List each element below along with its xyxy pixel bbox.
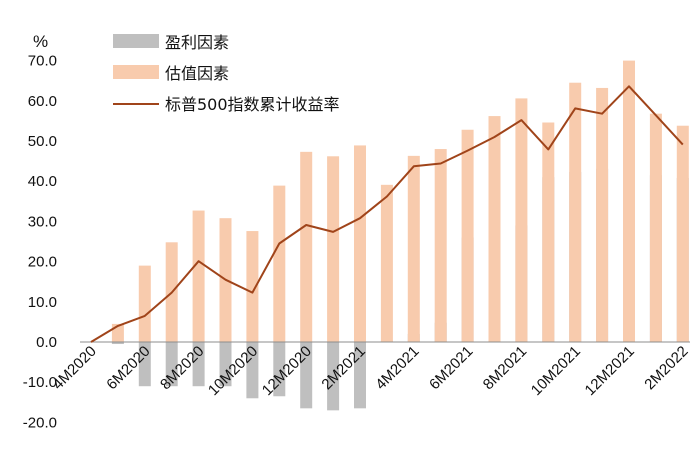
y-tick-label: 50.0 bbox=[28, 133, 57, 150]
bar-valuation-11M2021 bbox=[596, 87, 609, 342]
bar-valuation-2M2022 bbox=[676, 125, 689, 342]
bar-earnings-8M2020 bbox=[192, 342, 205, 387]
bar-valuation-3M2021 bbox=[380, 184, 393, 342]
bar-valuation-10M2020 bbox=[246, 231, 259, 342]
legend-label: 盈利因素 bbox=[165, 33, 229, 52]
bar-earnings-2M2021 bbox=[354, 342, 366, 409]
bar-valuation-7M2021 bbox=[488, 116, 501, 342]
bar-valuation-11M2020 bbox=[273, 185, 286, 342]
bar-valuation-12M2020 bbox=[300, 151, 313, 342]
x-tick-label: 2M2022 bbox=[641, 343, 691, 393]
bar-valuation-1M2021 bbox=[327, 156, 340, 342]
line-sp500-cumulative-return bbox=[90, 85, 684, 343]
bar-earnings-7M2020 bbox=[165, 342, 178, 387]
bar-valuation-5M2021 bbox=[434, 149, 447, 342]
bar-earnings-11M2020 bbox=[273, 342, 286, 397]
legend-swatch-valuation bbox=[113, 65, 159, 79]
bar-valuation-6M2021 bbox=[461, 129, 474, 342]
bar-valuation-9M2021 bbox=[542, 122, 555, 342]
y-tick-label: -10.0 bbox=[23, 374, 57, 391]
y-tick-label: 40.0 bbox=[28, 173, 57, 190]
bars-layer bbox=[111, 60, 689, 411]
bar-valuation-6M2020 bbox=[138, 265, 151, 342]
y-tick-label: -20.0 bbox=[23, 414, 57, 431]
bar-valuation-4M2021 bbox=[407, 155, 420, 342]
bar-valuation-12M2021 bbox=[623, 60, 635, 342]
legend-label: 标普500指数累计收益率 bbox=[165, 95, 340, 114]
x-tick-label: 4M2020 bbox=[49, 343, 99, 393]
bar-valuation-2M2021 bbox=[354, 145, 366, 342]
y-tick-label: 10.0 bbox=[28, 294, 57, 311]
bar-earnings-5M2020 bbox=[111, 342, 124, 345]
x-tick-label: 12M2021 bbox=[582, 343, 638, 399]
bar-valuation-8M2020 bbox=[192, 210, 205, 342]
x-tick-label: 6M2021 bbox=[426, 343, 476, 393]
legend-swatch-earnings bbox=[113, 34, 159, 48]
bar-valuation-1M2022 bbox=[649, 113, 662, 342]
y-tick-label: 30.0 bbox=[28, 213, 57, 230]
x-tick-label: 8M2021 bbox=[480, 343, 530, 393]
bar-valuation-10M2021 bbox=[569, 82, 582, 343]
bar-earnings-1M2021 bbox=[327, 342, 340, 411]
y-tick-label: 70.0 bbox=[28, 53, 57, 70]
x-tick-label: 10M2021 bbox=[528, 343, 584, 399]
bar-earnings-10M2020 bbox=[246, 342, 259, 399]
x-tick-label: 4M2021 bbox=[372, 343, 422, 393]
bar-earnings-9M2020 bbox=[219, 342, 232, 387]
y-axis-unit-label: % bbox=[33, 32, 48, 51]
y-tick-label: 20.0 bbox=[28, 254, 57, 271]
bar-earnings-12M2020 bbox=[300, 342, 313, 409]
legend-label: 估值因素 bbox=[165, 64, 229, 83]
y-tick-label: 0.0 bbox=[36, 334, 57, 351]
y-tick-label: 60.0 bbox=[28, 93, 57, 110]
bar-earnings-6M2020 bbox=[138, 342, 151, 387]
bar-valuation-8M2021 bbox=[515, 98, 528, 342]
line-layer bbox=[90, 85, 684, 343]
